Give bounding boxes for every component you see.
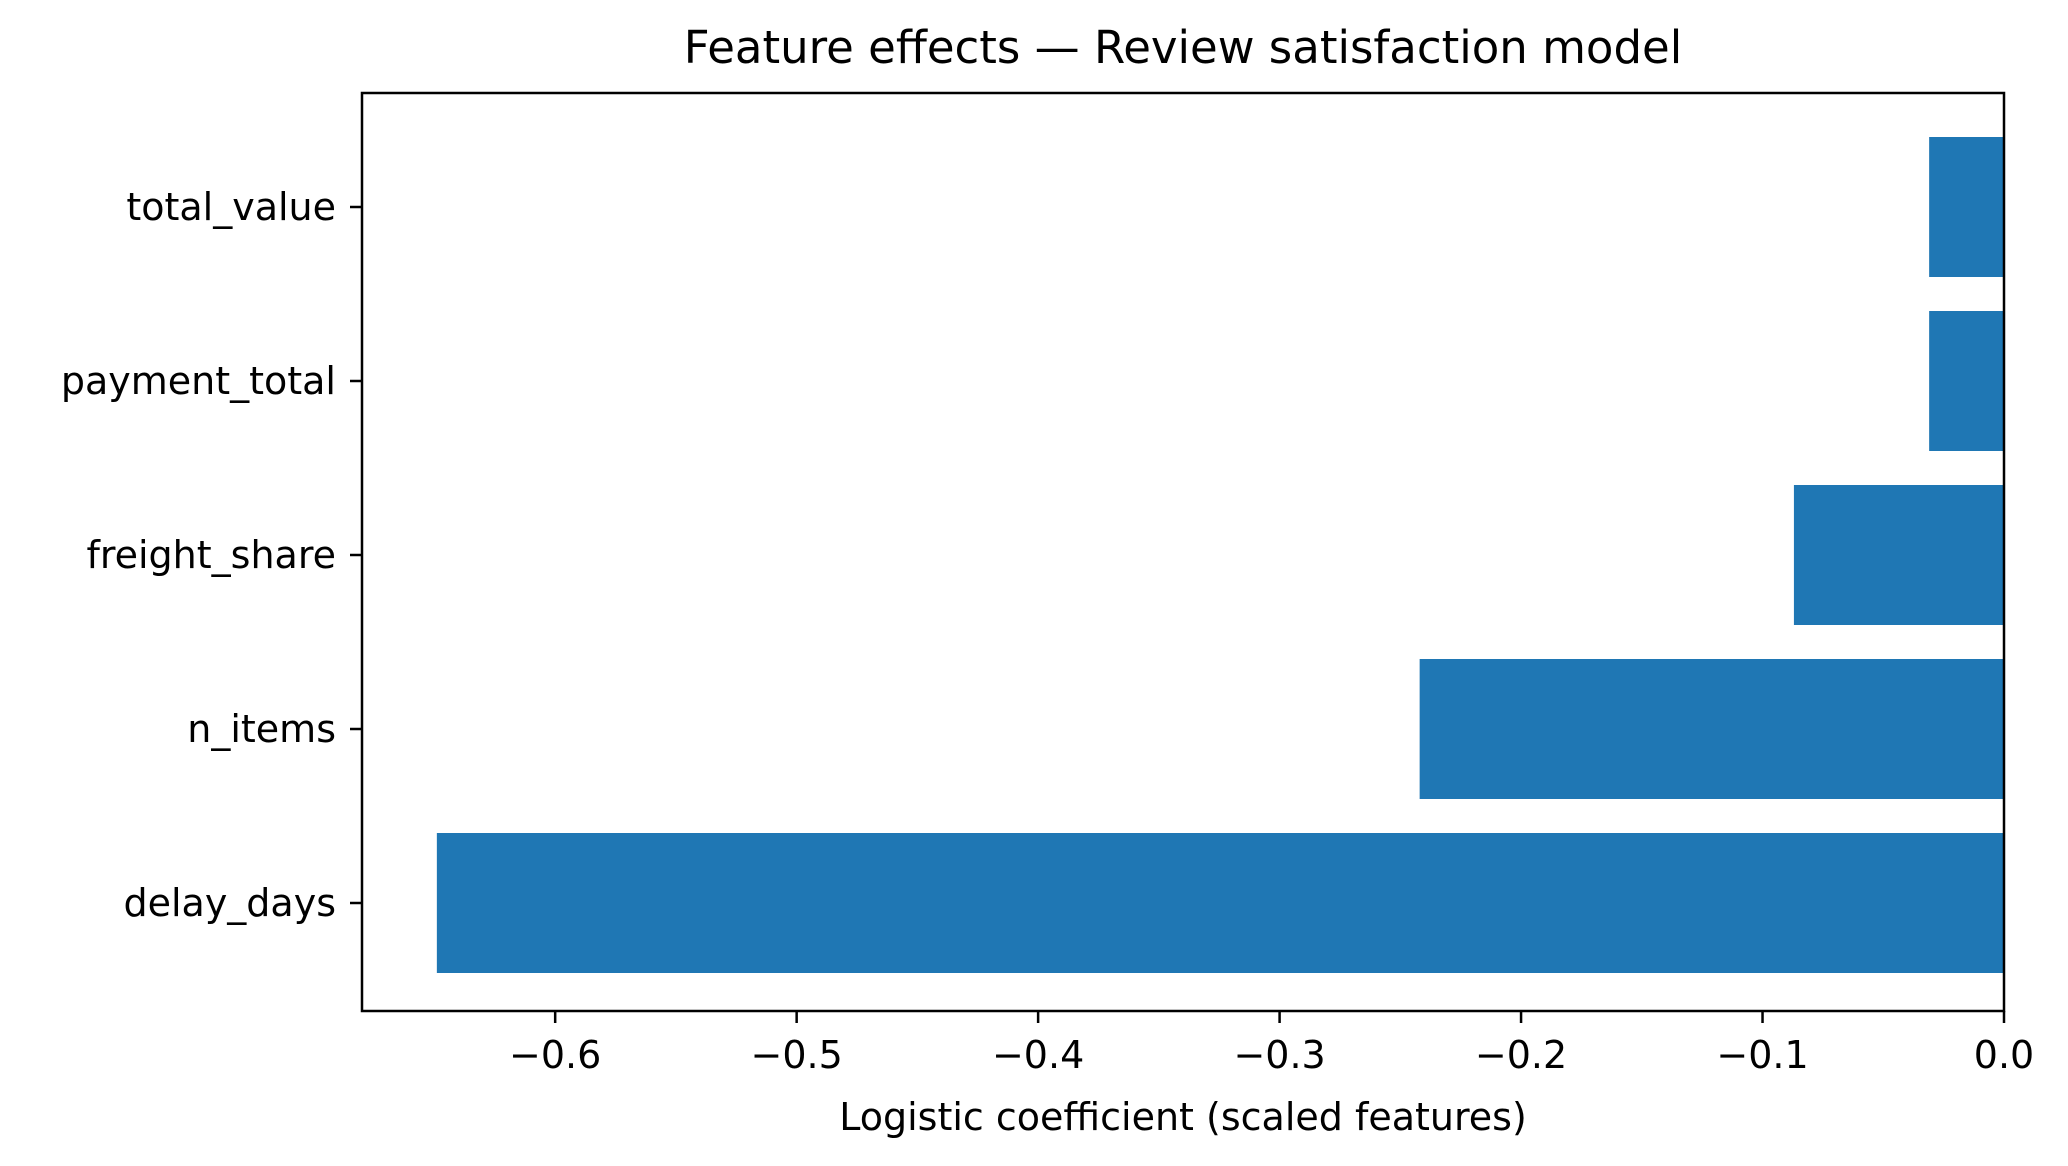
bar-total_value: [1929, 137, 2004, 277]
plot-frame: [360, 91, 2006, 1013]
bar-payment_total: [1929, 311, 2004, 451]
bar-freight_share: [1793, 485, 2004, 625]
x-tick-label: −0.4: [992, 1033, 1084, 1077]
chart-title: Feature effects — Review satisfaction mo…: [684, 21, 1682, 74]
y-tick-label: total_value: [126, 185, 336, 229]
x-tick-label: −0.6: [509, 1033, 601, 1077]
y-axis: delay_days n_items freight_share payment_to…: [61, 185, 362, 925]
x-tick-label: −0.5: [751, 1033, 843, 1077]
y-tick-label: delay_days: [123, 881, 336, 925]
x-axis: −0.6 −0.5 −0.4 −0.3 −0.2 −0.1 0.0: [509, 1011, 2034, 1077]
bars-layer: [436, 137, 2004, 973]
x-tick-label: −0.1: [1716, 1033, 1808, 1077]
bar-n_items: [1419, 659, 2004, 799]
x-tick-label: −0.3: [1233, 1033, 1325, 1077]
y-tick-label: freight_share: [86, 533, 336, 577]
y-tick-label: payment_total: [61, 359, 336, 403]
x-tick-label: 0.0: [1974, 1033, 2034, 1077]
y-tick-label: n_items: [187, 707, 336, 751]
bar-delay_days: [436, 833, 2004, 973]
x-axis-label: Logistic coefficient (scaled features): [839, 1095, 1527, 1139]
x-tick-label: −0.2: [1475, 1033, 1567, 1077]
